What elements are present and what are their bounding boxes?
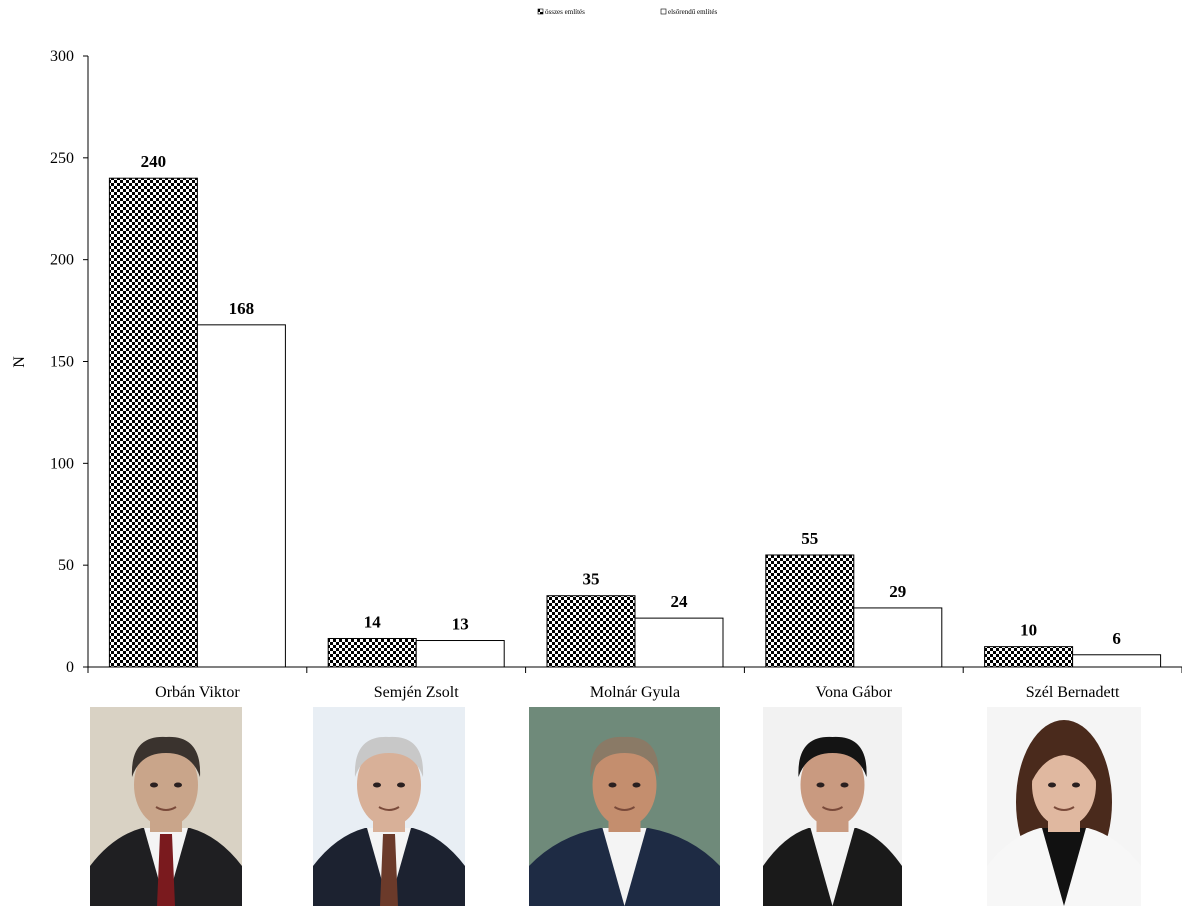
data-label: 24 <box>671 592 689 611</box>
data-label: 10 <box>1020 621 1037 640</box>
portrait-photo <box>313 707 465 906</box>
data-label: 14 <box>364 612 382 631</box>
bar-total-0 <box>108 177 198 668</box>
category-label: Orbán Viktor <box>155 684 240 701</box>
y-tick-label: 0 <box>66 659 74 676</box>
portrait-photo <box>529 707 720 906</box>
data-label: 13 <box>452 615 469 634</box>
category-label: Molnár Gyula <box>590 684 680 701</box>
y-tick-label: 50 <box>58 557 74 574</box>
legend-label-series-1: összes említés <box>545 8 585 16</box>
x-axis <box>87 666 1182 673</box>
category-label: Semjén Zsolt <box>374 684 459 701</box>
bar-chart: összes említés elsőrendű említés N 0 50 10… <box>11 8 1182 701</box>
data-label: 240 <box>141 152 167 171</box>
legend-swatch-series-1 <box>537 8 544 15</box>
bar-primary-1 <box>415 640 505 668</box>
category-labels: Orbán Viktor Semjén Zsolt Molnár Gyula Vona… <box>155 684 1120 701</box>
portrait-photo <box>987 707 1141 906</box>
bar-primary-2 <box>634 617 724 668</box>
portrait-photo <box>90 707 242 906</box>
data-label: 168 <box>229 299 255 318</box>
data-labels: 240 168 14 13 35 24 55 29 10 6 <box>141 152 1121 648</box>
y-tick-label: 300 <box>50 48 74 65</box>
bar-primary-0 <box>196 324 286 668</box>
y-tick-label: 100 <box>50 455 74 472</box>
data-label: 55 <box>801 529 818 548</box>
y-axis-title: N <box>11 356 28 368</box>
data-label: 35 <box>583 570 600 589</box>
legend-swatch-series-2 <box>660 8 667 15</box>
data-label: 29 <box>889 582 906 601</box>
bar-primary-4 <box>1072 654 1162 668</box>
bar-total-1 <box>327 637 417 668</box>
bar-total-4 <box>984 646 1074 668</box>
y-tick-label: 250 <box>50 150 74 167</box>
data-label: 6 <box>1112 629 1121 648</box>
category-label: Szél Bernadett <box>1026 684 1120 701</box>
portrait-photo <box>763 707 902 906</box>
legend: összes említés elsőrendű említés <box>537 8 717 16</box>
legend-label-series-2: elsőrendű említés <box>668 8 717 16</box>
y-axis: 0 50 100 150 200 250 300 <box>50 48 89 676</box>
bar-total-3 <box>765 554 855 668</box>
y-tick-label: 150 <box>50 354 74 371</box>
bar-primary-3 <box>853 607 943 668</box>
bars <box>108 177 1162 668</box>
y-tick-label: 200 <box>50 252 74 269</box>
category-label: Vona Gábor <box>816 684 893 701</box>
bar-total-2 <box>546 595 636 668</box>
